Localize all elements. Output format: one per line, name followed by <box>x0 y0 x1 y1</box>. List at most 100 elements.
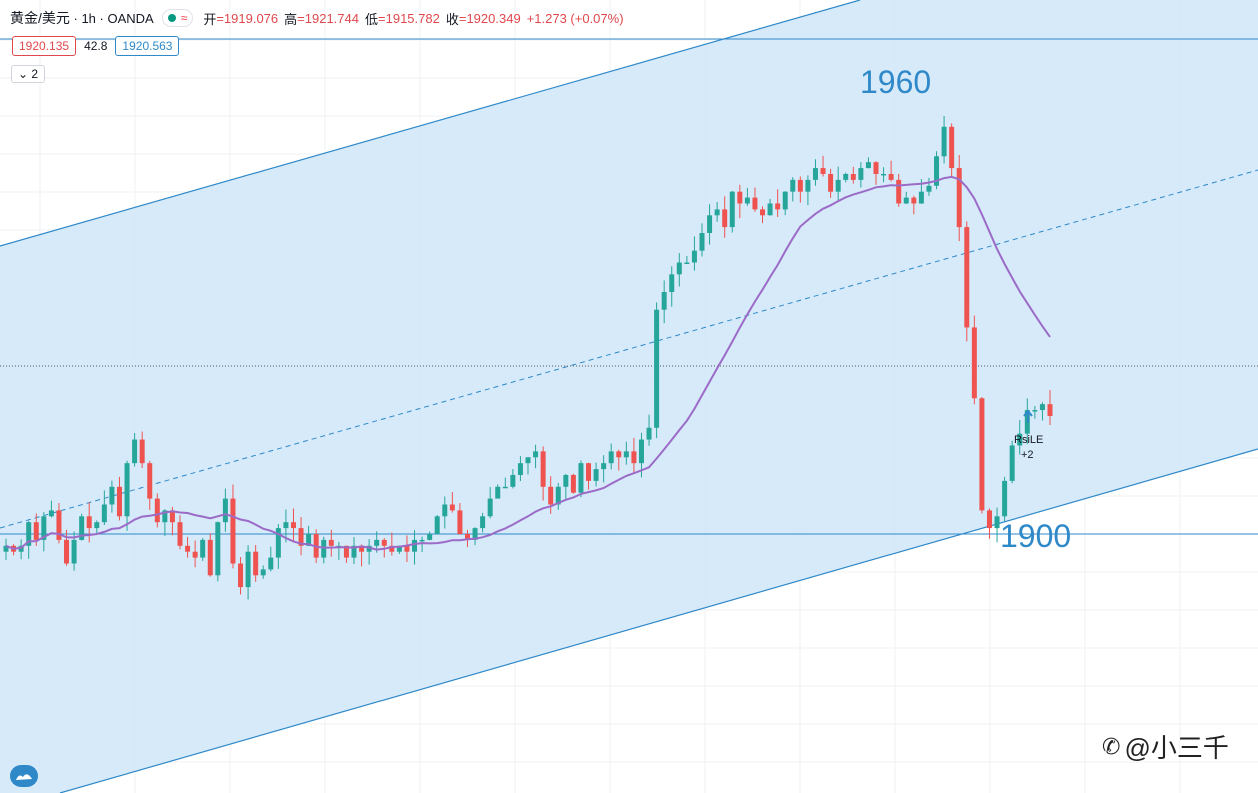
rsi-arrow-icon <box>1023 409 1033 423</box>
moving-average-line <box>5 175 1051 551</box>
candle-body <box>457 510 463 534</box>
candle-body <box>109 486 115 505</box>
candle-body <box>147 463 153 499</box>
candle-body <box>419 539 425 542</box>
candle-body <box>707 215 713 233</box>
candles <box>3 115 1053 600</box>
interval[interactable]: 1h <box>81 10 96 26</box>
candle-body <box>986 510 992 529</box>
candle-body <box>162 510 168 523</box>
candle-body <box>245 551 251 588</box>
candle-body <box>586 463 592 481</box>
candle-body <box>495 486 501 499</box>
candle-body <box>563 474 569 487</box>
candle-body <box>949 126 955 169</box>
candle-body <box>26 522 32 546</box>
candle-body <box>570 474 576 493</box>
candle-body <box>593 469 599 481</box>
candle-body <box>351 545 357 558</box>
candle-body <box>502 486 508 489</box>
candle-body <box>858 168 864 180</box>
candle-body <box>275 528 281 558</box>
candle-body <box>661 292 667 310</box>
candle-body <box>1009 445 1015 481</box>
candle-body <box>691 250 697 263</box>
candle-body <box>843 173 849 180</box>
indicator-toggle-button[interactable]: ⌄ 2 <box>11 65 46 83</box>
channel-upper-line <box>0 0 861 247</box>
high-value: =1921.744 <box>297 10 359 26</box>
candle-body <box>578 463 584 493</box>
candle-body <box>540 451 546 487</box>
candle-body <box>487 498 493 517</box>
candle-body <box>888 173 894 180</box>
candle-body <box>752 197 758 210</box>
rsi-signal-label: RsiLE <box>1014 434 1043 446</box>
candle-body <box>94 522 100 529</box>
candle-body <box>911 197 917 204</box>
candle-body <box>760 209 766 216</box>
separator-dot: · <box>95 10 108 26</box>
candle-body <box>290 522 296 529</box>
candle-body <box>601 463 607 470</box>
candle-body <box>41 516 47 540</box>
candle-body <box>1047 404 1053 416</box>
candle-body <box>525 457 531 464</box>
candle-body <box>200 539 206 558</box>
market-status-button[interactable]: ≈ <box>161 9 194 27</box>
candle-body <box>124 463 130 517</box>
separator-dot: · <box>69 10 82 26</box>
candle-body <box>389 545 395 552</box>
candle-body <box>699 232 705 251</box>
buy-price-button[interactable]: 1920.563 <box>115 36 180 56</box>
chevron-down-icon: ⌄ <box>18 67 29 81</box>
candle-body <box>215 522 221 576</box>
candle-body <box>56 510 62 540</box>
candle-body <box>412 539 418 552</box>
candle-body <box>396 545 402 552</box>
candle-body <box>253 551 259 576</box>
label-1900: 1900 <box>1000 518 1071 554</box>
candle-body <box>283 522 289 529</box>
open-label: 开 <box>203 11 217 27</box>
candle-body <box>1002 480 1008 517</box>
candle-body <box>714 209 720 216</box>
candle-body <box>298 528 304 546</box>
candle-body <box>268 557 274 570</box>
candle-body <box>86 516 92 529</box>
data-delay-icon: ≈ <box>180 11 188 25</box>
candle-body <box>404 545 410 552</box>
sell-price-button[interactable]: 1920.135 <box>12 36 77 56</box>
candle-body <box>646 427 652 440</box>
candle-body <box>737 191 743 204</box>
close-value: =1920.349 <box>458 10 521 26</box>
symbol-name[interactable]: 黄金/美元 <box>10 10 70 26</box>
candle-body <box>555 486 561 505</box>
candle-body <box>442 504 448 517</box>
candle-body <box>775 203 781 210</box>
tradingview-logo-icon[interactable] <box>10 765 38 787</box>
candle-body <box>797 179 803 192</box>
candle-body <box>306 534 312 546</box>
candle-body <box>934 156 940 186</box>
candle-body <box>828 173 834 192</box>
candle-body <box>994 516 1000 529</box>
broker-name[interactable]: OANDA <box>107 10 154 26</box>
candle-body <box>374 539 380 546</box>
candle-body <box>744 197 750 204</box>
candle-body <box>881 173 887 176</box>
candle-body <box>654 309 660 428</box>
candle-body <box>359 545 365 552</box>
candle-body <box>449 504 455 511</box>
candle-body <box>3 545 9 552</box>
candle-body <box>366 545 372 552</box>
candle-body <box>926 185 932 192</box>
candle-body <box>328 539 334 546</box>
candle-body <box>684 262 690 265</box>
low-label: 低 <box>365 11 379 27</box>
candle-body <box>1017 433 1023 446</box>
open-value: =1919.076 <box>216 10 279 26</box>
candle-body <box>230 498 236 564</box>
